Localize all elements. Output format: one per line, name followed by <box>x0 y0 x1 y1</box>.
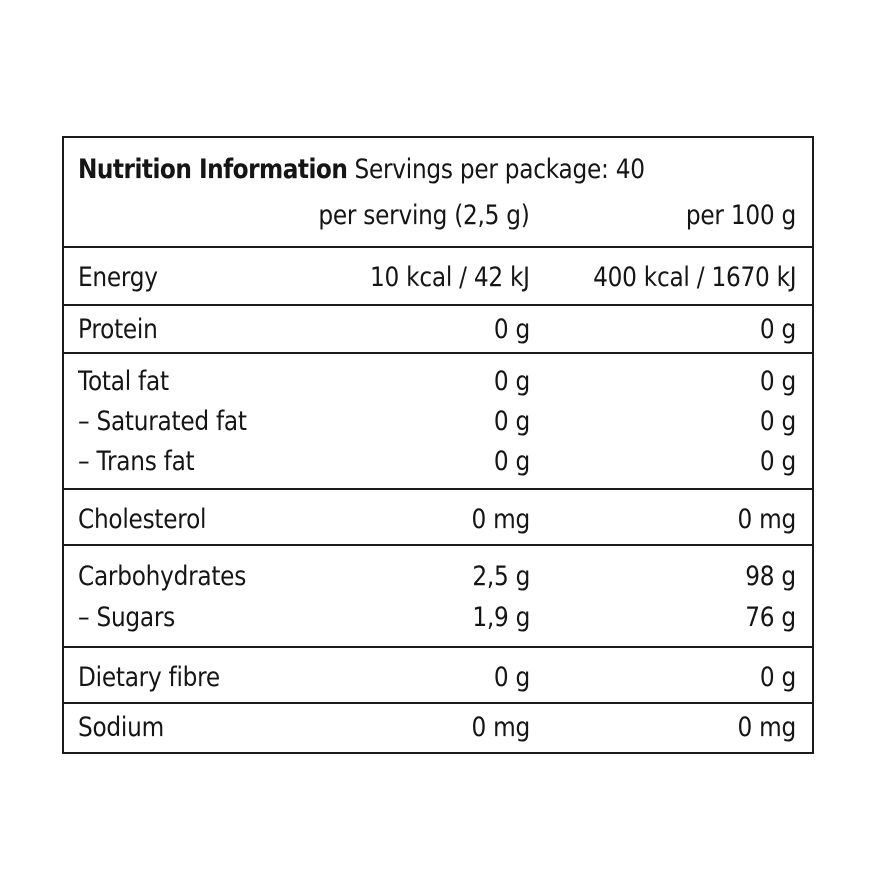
row-value-per-serving: 10 kcal / 42 kJ <box>370 262 530 293</box>
row-value-per-100g: 400 kcal / 1670 kJ <box>592 262 797 293</box>
row-label: Energy <box>78 262 158 293</box>
row-value-per-100g: 0 g <box>759 366 796 397</box>
row-value-per-100g: 0 g <box>759 446 796 477</box>
energy-section: Energy 10 kcal / 42 kJ 400 kcal / 1670 k… <box>64 248 812 306</box>
header-section: Nutrition Information Servings per packa… <box>64 138 812 248</box>
row-value-per-100g: 76 g <box>745 602 796 633</box>
fat-section: Total fat 0 g 0 g – Saturated fat 0 g 0 … <box>64 354 812 490</box>
header-line: Nutrition Information Servings per packa… <box>78 154 645 186</box>
row-value-per-100g: 0 g <box>759 662 796 693</box>
cholesterol-section: Cholesterol 0 mg 0 mg <box>64 490 812 546</box>
row-value-per-serving: 0 g <box>493 446 530 477</box>
row-label: Carbohydrates <box>78 561 247 592</box>
nutrition-label: Nutrition Information Servings per packa… <box>62 136 814 754</box>
row-label: – Saturated fat <box>78 406 247 437</box>
dietary-fibre-section: Dietary fibre 0 g 0 g <box>64 648 812 704</box>
row-value-per-100g: 0 g <box>759 406 796 437</box>
row-label: – Sugars <box>78 602 176 633</box>
row-label: Dietary fibre <box>78 662 220 693</box>
row-label: Sodium <box>78 712 164 743</box>
row-value-per-serving: 1,9 g <box>472 602 530 633</box>
servings-per-package: Servings per package: 40 <box>354 154 645 185</box>
label-title: Nutrition Information <box>78 154 348 185</box>
row-label: Total fat <box>78 366 169 397</box>
row-value-per-serving: 0 g <box>493 314 530 345</box>
row-value-per-serving: 0 mg <box>471 504 531 535</box>
row-label: Cholesterol <box>78 504 207 535</box>
row-label: – Trans fat <box>78 446 195 477</box>
row-value-per-100g: 0 mg <box>737 504 797 535</box>
row-value-per-100g: 0 g <box>759 314 796 345</box>
carbohydrates-section: Carbohydrates 2,5 g 98 g – Sugars 1,9 g … <box>64 546 812 648</box>
sodium-section: Sodium 0 mg 0 mg <box>64 704 812 754</box>
row-value-per-serving: 0 mg <box>471 712 531 743</box>
row-value-per-serving: 0 g <box>493 366 530 397</box>
column-header-per-100g: per 100 g <box>685 200 796 231</box>
row-value-per-100g: 98 g <box>745 561 796 592</box>
column-header-per-serving: per serving (2,5 g) <box>318 200 530 231</box>
row-value-per-serving: 0 g <box>493 406 530 437</box>
row-value-per-serving: 2,5 g <box>472 561 530 592</box>
protein-section: Protein 0 g 0 g <box>64 306 812 354</box>
row-value-per-serving: 0 g <box>493 662 530 693</box>
row-label: Protein <box>78 314 158 345</box>
row-value-per-100g: 0 mg <box>737 712 797 743</box>
